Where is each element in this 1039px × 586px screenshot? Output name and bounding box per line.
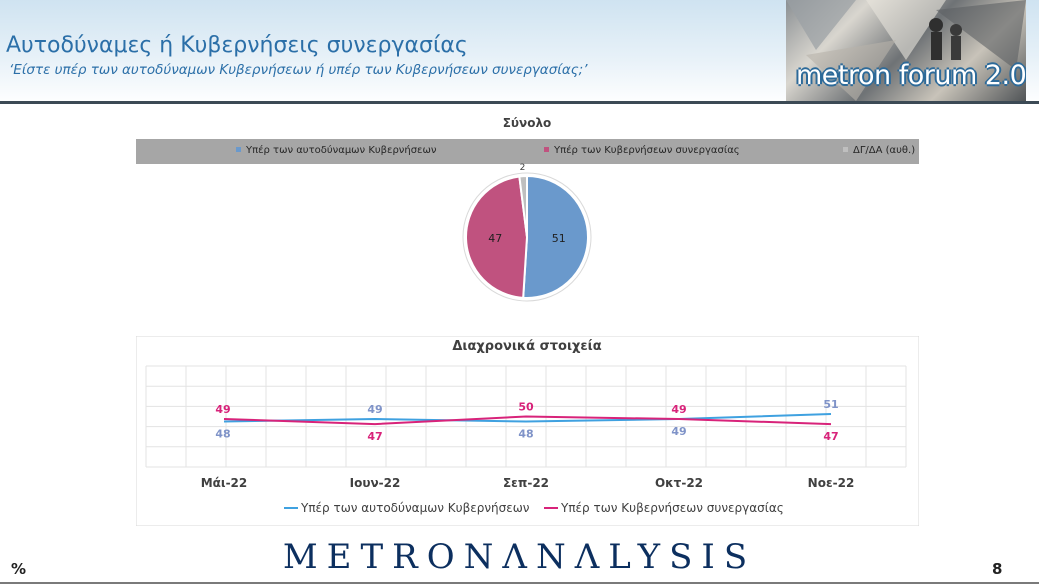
pie-data-label: 47 bbox=[488, 232, 502, 245]
metron-forum-logo: metron forum 2.0 bbox=[786, 0, 1026, 101]
page-number: 8 bbox=[992, 560, 1003, 578]
line-data-label: 50 bbox=[518, 401, 534, 414]
pie-labels: 51 47 2 bbox=[488, 163, 565, 245]
x-tick-label: Μάι-22 bbox=[201, 476, 248, 490]
line-data-label: 47 bbox=[823, 430, 838, 443]
pie-legend: Υπέρ των αυτοδύναμων Κυβερνήσεων Υπέρ των… bbox=[236, 144, 915, 156]
legend-label: Υπέρ των Κυβερνήσεων συνεργασίας bbox=[560, 501, 784, 515]
pie-legend-swatch bbox=[544, 147, 549, 152]
metron-analysis-logo: METRONΛNΛLYSIS bbox=[282, 537, 757, 577]
line-chart-grid bbox=[145, 365, 907, 468]
page-subtitle: ‘Είστε υπέρ των αυτοδύναμων Κυβερνήσεων … bbox=[9, 62, 588, 78]
pie-legend-swatch bbox=[843, 147, 848, 152]
pie-legend-label: ΔΓ/ΔΑ (αυθ.) bbox=[853, 145, 915, 156]
line-data-label: 48 bbox=[518, 428, 533, 441]
logo-photo-graphic bbox=[786, 0, 1026, 101]
pie-slices bbox=[462, 172, 592, 302]
line-chart: Διαχρονικά στοιχεία 48 49 49 47 48 50 49 49 51 47… bbox=[136, 336, 919, 526]
pie-data-label: 2 bbox=[520, 163, 526, 173]
series-line-pink bbox=[223, 415, 832, 426]
legend-label: Υπέρ των αυτοδύναμων Κυβερνήσεων bbox=[300, 501, 530, 515]
line-chart-x-ticks: Μάι-22 Ιουν-22 Σεπ-22 Οκτ-22 Νοε-22 bbox=[201, 476, 855, 490]
line-data-label: 47 bbox=[367, 430, 382, 443]
pie-slice bbox=[518, 174, 528, 238]
pie-legend-label: Υπέρ των αυτοδύναμων Κυβερνήσεων bbox=[245, 144, 437, 156]
pie-chart: Σύνολο Υπέρ των αυτοδύναμων Κυβερνήσεων Υ… bbox=[136, 116, 919, 302]
line-chart-data-labels: 48 49 49 47 48 50 49 49 51 47 bbox=[215, 398, 838, 443]
line-data-label: 49 bbox=[671, 403, 686, 416]
line-data-label: 48 bbox=[215, 428, 230, 441]
header-divider bbox=[0, 101, 1039, 104]
x-tick-label: Νοε-22 bbox=[808, 476, 855, 490]
pie-chart-title: Σύνολο bbox=[503, 116, 552, 130]
pie-data-label: 51 bbox=[552, 232, 566, 245]
line-data-label: 51 bbox=[823, 398, 838, 411]
x-tick-label: Ιουν-22 bbox=[350, 476, 401, 490]
series-line-blue bbox=[223, 412, 832, 423]
line-data-label: 49 bbox=[367, 403, 382, 416]
x-tick-label: Οκτ-22 bbox=[655, 476, 703, 490]
line-chart-series bbox=[223, 412, 832, 426]
pie-legend-label: Υπέρ των Κυβερνήσεων συνεργασίας bbox=[553, 144, 740, 156]
line-chart-title: Διαχρονικά στοιχεία bbox=[452, 339, 601, 354]
line-data-label: 49 bbox=[215, 403, 230, 416]
pie-slice bbox=[465, 175, 529, 299]
logo-text: metron forum 2.0 bbox=[796, 60, 1026, 91]
line-data-label: 49 bbox=[671, 425, 686, 438]
x-tick-label: Σεπ-22 bbox=[503, 476, 549, 490]
unit-label: % bbox=[11, 560, 27, 578]
line-chart-legend: Υπέρ των αυτοδύναμων Κυβερνήσεων Υπέρ των… bbox=[284, 501, 784, 515]
page-title: Αυτοδύναμες ή Κυβερνήσεις συνεργασίας bbox=[6, 33, 468, 58]
pie-slice bbox=[522, 174, 589, 299]
pie-legend-band bbox=[136, 139, 919, 164]
footer-divider bbox=[0, 582, 1039, 584]
pie-legend-swatch bbox=[236, 147, 241, 152]
